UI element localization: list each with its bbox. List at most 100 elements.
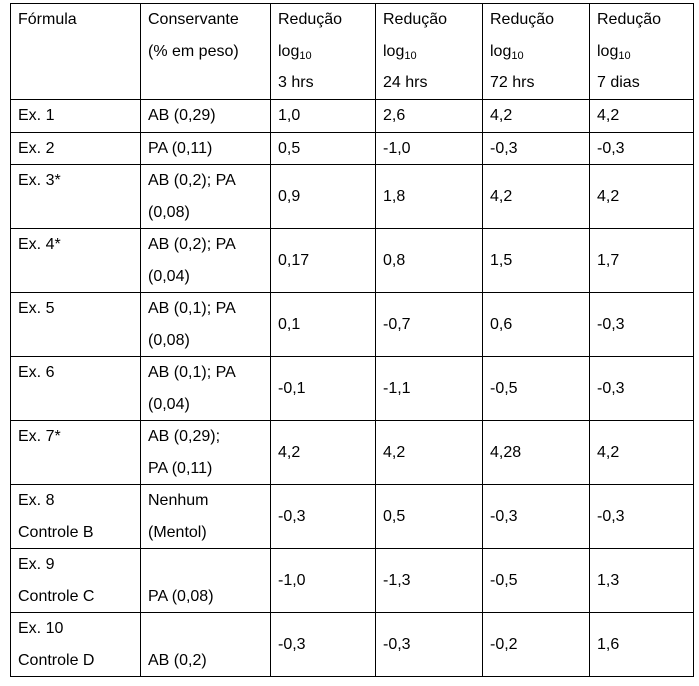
reduction-value-cell: 0,5 xyxy=(375,484,483,549)
formula-cell: Ex. 5 xyxy=(10,292,141,357)
formula-line: Ex. 10 xyxy=(18,620,64,637)
reduction-value-cell: 0,9 xyxy=(270,164,376,229)
reduction-value-cell: -0,7 xyxy=(375,292,483,357)
conservante-cell: PA (0,08) xyxy=(140,548,271,613)
conservante-line: PA (0,11) xyxy=(148,139,213,157)
formula-cell: Ex. 10 Controle D xyxy=(10,612,141,677)
table-row: Ex. 7* AB (0,29); PA (0,11) 4,2 4,2 4,28 4,2 xyxy=(10,420,694,485)
conservante-line: Nenhum xyxy=(148,492,209,509)
reduction-value-cell: 4,28 xyxy=(482,420,590,485)
reduction-value-cell: -0,3 xyxy=(589,484,694,549)
conservante-line: AB (0,2) xyxy=(148,651,207,669)
reduction-value-cell: 4,2 xyxy=(270,420,376,485)
log-label: log xyxy=(490,42,512,60)
conservante-cell: AB (0,2); PA (0,04) xyxy=(140,228,271,293)
reduction-value-cell: 1,8 xyxy=(375,164,483,229)
conservante-line: (0,08) xyxy=(148,203,190,221)
table-row: Ex. 5 AB (0,1); PA (0,08) 0,1 -0,7 0,6 -0,3 xyxy=(10,292,694,357)
conservante-line: AB (0,29); xyxy=(148,428,221,445)
conservante-cell: AB (0,29) xyxy=(140,99,271,133)
reduction-value-cell: -0,3 xyxy=(589,292,694,357)
reduction-value-cell: 4,2 xyxy=(589,420,694,485)
header-line: Conservante xyxy=(148,11,239,28)
conservante-cell: PA (0,11) xyxy=(140,131,271,165)
header-cell: Redução log10 7 dias xyxy=(589,3,694,100)
formula-line: Ex. 1 xyxy=(18,107,55,124)
conservante-cell: AB (0,2) xyxy=(140,612,271,677)
formula-line: Controle B xyxy=(18,523,94,541)
reduction-value-cell: -0,2 xyxy=(482,612,590,677)
conservante-line: AB (0,29) xyxy=(148,107,216,124)
reduction-value-cell: -0,5 xyxy=(482,548,590,613)
log-base-subscript: 10 xyxy=(511,49,524,62)
formula-line: Controle D xyxy=(18,651,95,669)
header-cell: Redução log10 24 hrs xyxy=(375,3,483,100)
header-cell: Redução log10 3 hrs xyxy=(270,3,376,100)
header-line: 3 hrs xyxy=(278,74,314,91)
log-base-subscript: 10 xyxy=(618,49,631,62)
reduction-value-cell: 1,5 xyxy=(482,228,590,293)
reduction-value-cell: 1,0 xyxy=(270,99,376,133)
reduction-value-cell: 0,5 xyxy=(270,131,376,165)
conservante-line: (Mentol) xyxy=(148,523,207,541)
reduction-value-cell: -0,3 xyxy=(375,612,483,677)
reduction-value-cell: 4,2 xyxy=(589,99,694,133)
header-line: log10 xyxy=(597,36,687,68)
conservante-line: AB (0,1); PA xyxy=(148,300,236,317)
log-label: log xyxy=(597,42,619,60)
conservante-cell: AB (0,1); PA (0,04) xyxy=(140,356,271,421)
reduction-value-cell: 0,6 xyxy=(482,292,590,357)
formula-line: Ex. 6 xyxy=(18,364,55,381)
reduction-value-cell: 0,8 xyxy=(375,228,483,293)
table-row: Ex. 3* AB (0,2); PA (0,08) 0,9 1,8 4,2 4,2 xyxy=(10,164,694,229)
log-base-subscript: 10 xyxy=(404,49,417,62)
table-row: Ex. 9 Controle C PA (0,08) -1,0 -1,3 -0,5 1,3 xyxy=(10,548,694,613)
formula-cell: Ex. 8 Controle B xyxy=(10,484,141,549)
reduction-value-cell: -0,5 xyxy=(482,356,590,421)
log-label: log xyxy=(278,42,300,60)
formula-cell: Ex. 4* xyxy=(10,228,141,293)
conservante-line: PA (0,11) xyxy=(148,459,213,477)
reduction-value-cell: -1,3 xyxy=(375,548,483,613)
header-row: Fórmula Conservante (% em peso) Redução log1… xyxy=(10,3,694,100)
conservante-line: (0,08) xyxy=(148,331,190,349)
reduction-value-cell: 1,6 xyxy=(589,612,694,677)
header-line: log10 xyxy=(383,36,476,68)
conservante-line: PA (0,08) xyxy=(148,587,214,605)
reduction-value-cell: -0,1 xyxy=(270,356,376,421)
header-line: log10 xyxy=(490,36,583,68)
header-line: Redução xyxy=(597,11,662,28)
reduction-value-cell: -1,0 xyxy=(270,548,376,613)
formula-line: Ex. 9 xyxy=(18,556,55,573)
conservante-cell: AB (0,2); PA (0,08) xyxy=(140,164,271,229)
formula-cell: Ex. 7* xyxy=(10,420,141,485)
formula-cell: Ex. 9 Controle C xyxy=(10,548,141,613)
reduction-value-cell: 4,2 xyxy=(375,420,483,485)
table-row: Ex. 10 Controle D AB (0,2) -0,3 -0,3 -0,2 1,6 xyxy=(10,612,694,677)
conservante-line xyxy=(148,613,264,645)
conservante-line: (0,04) xyxy=(148,395,190,413)
reduction-value-cell: 1,3 xyxy=(589,548,694,613)
formula-cell: Ex. 6 xyxy=(10,356,141,421)
header-cell: Conservante (% em peso) xyxy=(140,3,271,100)
conservante-cell: Nenhum (Mentol) xyxy=(140,484,271,549)
header-line: Redução xyxy=(490,11,555,28)
formula-line: Ex. 3* xyxy=(18,172,61,189)
results-table: Fórmula Conservante (% em peso) Redução log1… xyxy=(10,3,694,677)
formula-cell: Ex. 3* xyxy=(10,164,141,229)
reduction-value-cell: -0,3 xyxy=(482,131,590,165)
conservante-cell: AB (0,29); PA (0,11) xyxy=(140,420,271,485)
formula-line: Ex. 7* xyxy=(18,428,61,445)
reduction-value-cell: 2,6 xyxy=(375,99,483,133)
formula-cell: Ex. 1 xyxy=(10,99,141,133)
reduction-value-cell: 4,2 xyxy=(589,164,694,229)
header-line: log10 xyxy=(278,36,369,68)
formula-line: Ex. 8 xyxy=(18,492,55,509)
conservante-line: AB (0,1); PA xyxy=(148,364,236,381)
formula-line: Ex. 2 xyxy=(18,139,55,157)
table-row: Ex. 6 AB (0,1); PA (0,04) -0,1 -1,1 -0,5 -0,3 xyxy=(10,356,694,421)
formula-line: Controle C xyxy=(18,587,95,605)
conservante-line: (0,04) xyxy=(148,267,190,285)
conservante-line: AB (0,2); PA xyxy=(148,172,236,189)
header-line: 24 hrs xyxy=(383,74,428,91)
